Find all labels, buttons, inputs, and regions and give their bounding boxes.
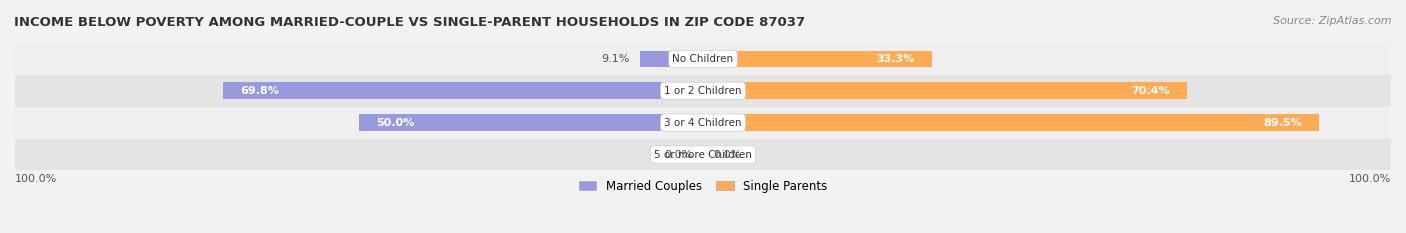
- Bar: [15, 43, 1391, 75]
- Text: 5 or more Children: 5 or more Children: [654, 150, 752, 160]
- Text: 69.8%: 69.8%: [240, 86, 278, 96]
- Bar: [15, 75, 1391, 107]
- Bar: [689, 146, 703, 163]
- Legend: Married Couples, Single Parents: Married Couples, Single Parents: [579, 180, 827, 193]
- Text: 0.0%: 0.0%: [665, 150, 693, 160]
- Bar: [703, 82, 1187, 99]
- Text: INCOME BELOW POVERTY AMONG MARRIED-COUPLE VS SINGLE-PARENT HOUSEHOLDS IN ZIP COD: INCOME BELOW POVERTY AMONG MARRIED-COUPL…: [14, 16, 806, 29]
- Text: Source: ZipAtlas.com: Source: ZipAtlas.com: [1274, 16, 1392, 26]
- Text: 3 or 4 Children: 3 or 4 Children: [664, 118, 742, 128]
- Bar: [640, 51, 703, 67]
- Text: 1 or 2 Children: 1 or 2 Children: [664, 86, 742, 96]
- Text: 50.0%: 50.0%: [377, 118, 415, 128]
- Bar: [703, 146, 717, 163]
- Bar: [359, 114, 703, 131]
- Text: 0.0%: 0.0%: [713, 150, 741, 160]
- Text: 100.0%: 100.0%: [15, 174, 58, 184]
- Text: 9.1%: 9.1%: [602, 54, 630, 64]
- Text: 89.5%: 89.5%: [1263, 118, 1302, 128]
- Text: 70.4%: 70.4%: [1132, 86, 1170, 96]
- Bar: [15, 107, 1391, 139]
- Bar: [222, 82, 703, 99]
- Text: No Children: No Children: [672, 54, 734, 64]
- Bar: [703, 51, 932, 67]
- Text: 33.3%: 33.3%: [877, 54, 915, 64]
- Bar: [15, 139, 1391, 171]
- Text: 100.0%: 100.0%: [1348, 174, 1391, 184]
- Bar: [703, 114, 1319, 131]
